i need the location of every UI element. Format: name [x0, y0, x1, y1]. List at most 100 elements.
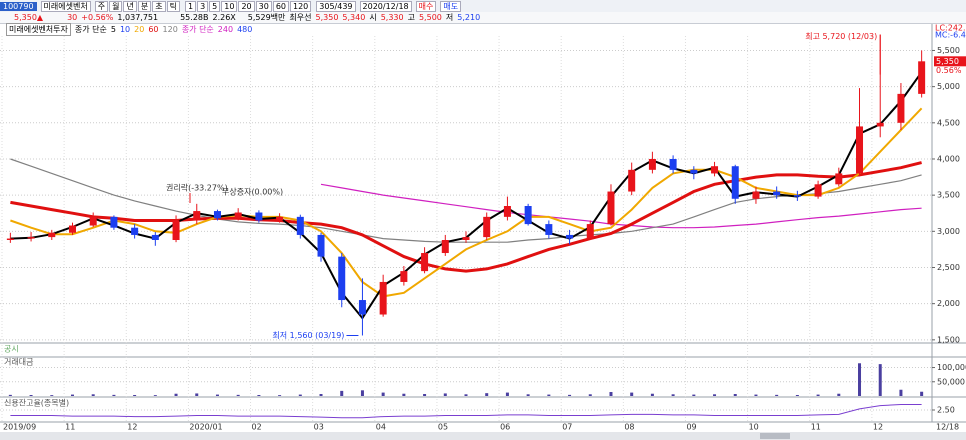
candle-body [856, 126, 864, 174]
minute-button[interactable]: 10 [221, 0, 238, 12]
period-button[interactable]: 월 [109, 0, 123, 12]
y-tick-label: 3,500 [937, 191, 960, 200]
candle-body [234, 212, 242, 219]
period-button[interactable]: 초 [152, 0, 166, 12]
last-price: 5,350 [936, 57, 959, 66]
volume-bar [630, 392, 634, 396]
x-tick-label: 04 [376, 423, 386, 432]
sell-button[interactable]: 매도 [440, 0, 462, 12]
panel-label: 신용잔고율(종목별) [4, 398, 69, 408]
minute-button[interactable]: 3 [197, 0, 209, 12]
volume-bar [257, 395, 261, 396]
candle-body [524, 206, 532, 225]
last-rate: 0.56% [936, 66, 962, 75]
minute-button[interactable]: 60 [272, 0, 289, 12]
moving-average-line [320, 183, 922, 229]
candle-body [690, 169, 698, 174]
period-button[interactable]: 분 [137, 0, 152, 12]
candle-body [276, 216, 284, 221]
candle-body [545, 224, 553, 235]
stock-name[interactable]: 미래에셋벤처 [40, 0, 91, 12]
candle-body [379, 281, 387, 315]
candle-body [628, 169, 636, 192]
volume-bar [91, 394, 95, 396]
legend-label: 종가 단순 [74, 24, 107, 34]
candle-body [586, 224, 594, 239]
candle-body [296, 216, 304, 235]
x-tick-label: 06 [500, 423, 510, 432]
candle-body [131, 227, 139, 235]
x-tick-label: 08 [624, 423, 634, 432]
candle-body [793, 195, 801, 197]
candle-body [773, 191, 781, 196]
candle-body [110, 216, 118, 228]
legend-label: 종가 단순 [181, 24, 214, 34]
legend-item: 60 [148, 24, 159, 34]
x-tick-label: 02 [252, 423, 262, 432]
price: 5,350▲ [14, 13, 44, 22]
value: 5,529백만 [247, 13, 286, 22]
moving-average-line [10, 161, 922, 273]
low-label: 저 [445, 13, 454, 22]
volume-bar [650, 393, 654, 396]
scroll-thumb[interactable] [760, 433, 790, 439]
mc-label: MC:-6.47 [935, 31, 966, 40]
amount: 55.28B [180, 13, 209, 22]
legend-item: 20 [134, 24, 145, 34]
volume-bar [733, 394, 737, 396]
x-tick-label: 12 [873, 423, 883, 432]
legend-item: 5 [110, 24, 116, 34]
x-tick-label: 12 [127, 423, 137, 432]
candle-body [441, 240, 449, 254]
x-tick-label: 09 [686, 423, 696, 432]
candle-body [503, 206, 511, 217]
minute-button[interactable]: 5 [209, 0, 221, 12]
volume-bar [195, 393, 199, 396]
volume-bar [360, 390, 364, 396]
volume-bar [920, 391, 924, 396]
legend-title: 미래에셋벤처투자 [6, 22, 71, 36]
period-button[interactable]: 틱 [166, 0, 180, 12]
minute-button[interactable]: 20 [238, 0, 255, 12]
high-label: 고 [407, 13, 415, 22]
candle-body [68, 225, 76, 233]
period-button[interactable]: 주 [94, 0, 109, 12]
stock-code[interactable]: 100790 [0, 1, 37, 11]
indicator-line [10, 404, 922, 419]
period-button[interactable]: 년 [123, 0, 137, 12]
legend-item: 480 [237, 24, 253, 34]
minute-button[interactable]: 1 [184, 0, 197, 12]
minute-button[interactable]: 120 [290, 0, 312, 12]
quote-bar: 5,350▲ 30 +0.56% 1,037,751 55.28B 2.26X … [0, 12, 966, 24]
minute-button[interactable]: 30 [255, 0, 272, 12]
volume-bar [858, 363, 862, 396]
volume-bar [505, 392, 509, 396]
y-tick-label: 2.50 [937, 406, 955, 415]
candle-body [462, 237, 470, 240]
volume-bar [70, 394, 74, 396]
volume-bar [816, 394, 820, 396]
candle-body [358, 300, 366, 315]
candle-body [835, 173, 843, 185]
y-tick-label: 1,500 [937, 335, 960, 344]
date[interactable]: 2020/12/18 [359, 0, 412, 12]
candle-body [213, 211, 221, 219]
y-tick-label: 5,000 [937, 82, 960, 91]
volume-bar [692, 394, 696, 396]
candle-body [814, 184, 822, 197]
annotation: 무상증자(0.00%) [222, 187, 283, 197]
volume-bar [568, 394, 572, 396]
candle-body [648, 158, 656, 170]
candle-body [731, 166, 739, 199]
volume-bar [775, 394, 779, 396]
volume-bar [278, 395, 282, 396]
best-label: 최우선 [289, 13, 312, 22]
volume-bar [215, 394, 219, 396]
y-tick-label: 3,000 [937, 227, 960, 236]
moving-average-line [10, 158, 922, 243]
panel-label: 공시 [4, 345, 19, 354]
scrollbar [0, 432, 966, 440]
buy-button[interactable]: 매수 [415, 0, 437, 12]
